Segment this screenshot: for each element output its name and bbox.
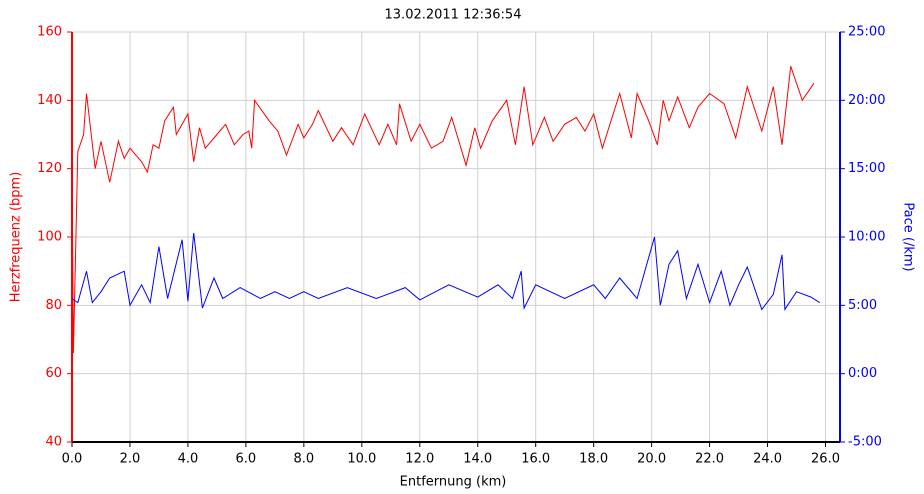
x-tick-label: 20.0: [637, 452, 666, 467]
x-tick-label: 18.0: [579, 452, 608, 467]
y-tick-label: 140: [37, 93, 62, 108]
x-tick-label: 22.0: [695, 452, 724, 467]
data-line: [71, 66, 815, 354]
x-tick-label: 14.0: [463, 452, 492, 467]
chart-title: 13.02.2011 12:36:54: [385, 8, 522, 23]
x-tick-label: 12.0: [405, 452, 434, 467]
y2-tick-label: 15:00: [848, 161, 885, 176]
y2-axis-label: Pace (/km): [901, 202, 916, 271]
y-tick-label: 40: [45, 435, 62, 450]
x-tick-label: 2.0: [120, 452, 141, 467]
x-tick-label: 4.0: [178, 452, 199, 467]
y-tick-label: 100: [37, 230, 62, 245]
y2-tick-label: 20:00: [848, 93, 885, 108]
data-line: [71, 232, 820, 311]
y-axis-label: Herzfrequenz (bpm): [9, 172, 24, 303]
y2-tick-label: -5:00: [848, 435, 882, 450]
x-tick-label: 8.0: [294, 452, 315, 467]
x-tick-label: 26.0: [811, 452, 840, 467]
x-tick-label: 10.0: [347, 452, 376, 467]
x-tick-label: 6.0: [236, 452, 257, 467]
y-tick-label: 120: [37, 161, 62, 176]
y2-tick-label: 0:00: [848, 366, 877, 381]
y2-tick-label: 10:00: [848, 230, 885, 245]
y-tick-label: 80: [45, 298, 62, 313]
y2-tick-label: 25:00: [848, 25, 885, 40]
x-axis-label: Entfernung (km): [400, 475, 507, 490]
x-tick-label: 24.0: [753, 452, 782, 467]
y2-tick-label: 5:00: [848, 298, 877, 313]
x-tick-label: 16.0: [521, 452, 550, 467]
x-tick-label: 0.0: [62, 452, 83, 467]
y-tick-label: 60: [45, 366, 62, 381]
y-tick-label: 160: [37, 25, 62, 40]
